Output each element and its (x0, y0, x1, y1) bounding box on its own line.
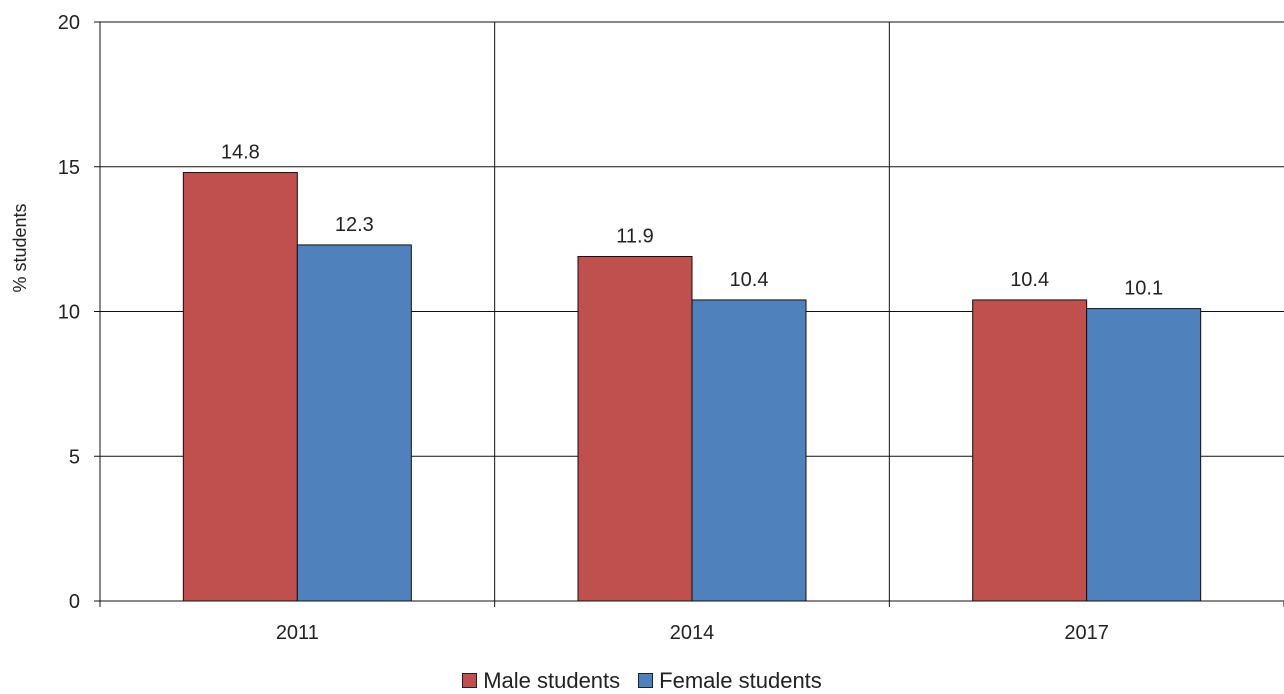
data-label-2017-female: 10.1 (1124, 278, 1163, 300)
legend-label-male: Male students (483, 667, 621, 693)
bars (182, 172, 1202, 602)
y-axis-title: % students (10, 203, 30, 292)
bar-2014-female (691, 299, 807, 602)
bar-2014-male (577, 255, 693, 602)
data-label-2011-male: 14.8 (221, 142, 260, 164)
legend-swatch-male (462, 673, 478, 688)
y-tick-label-5: 5 (69, 446, 80, 468)
x-tick-label-2017: 2017 (1064, 622, 1109, 644)
bar-2011-male (182, 172, 298, 602)
y-tick-label-10: 10 (58, 302, 80, 324)
legend: Male students Female students (0, 668, 1284, 693)
bar-2011-female (296, 244, 412, 602)
legend-item-female: Female students (638, 668, 822, 694)
bar-2017-female (1086, 308, 1202, 602)
x-tick-label-2014: 2014 (670, 622, 715, 644)
data-label-2011-female: 12.3 (335, 214, 374, 236)
legend-label-female: Female students (659, 667, 822, 693)
data-label-2017-male: 10.4 (1010, 269, 1049, 291)
x-tick-label-2011: 2011 (276, 622, 319, 644)
tick-labels: 0 5 10 15 20 2011 2014 2017 (58, 12, 1109, 644)
bar-2017-male (972, 299, 1088, 602)
y-tick-label-20: 20 (58, 12, 80, 34)
legend-swatch-female (638, 673, 654, 688)
y-tick-label-15: 15 (58, 157, 80, 179)
data-label-2014-male: 11.9 (616, 225, 653, 247)
data-label-2014-female: 10.4 (730, 269, 769, 291)
y-tick-label-0: 0 (69, 591, 80, 613)
legend-item-male: Male students (462, 668, 620, 694)
data-labels: 14.8 12.3 11.9 10.4 10.4 10.1 (221, 142, 1163, 300)
bar-chart: 14.8 12.3 11.9 10.4 10.4 10.1 0 5 10 15 20 2011 201… (10, 12, 1284, 644)
